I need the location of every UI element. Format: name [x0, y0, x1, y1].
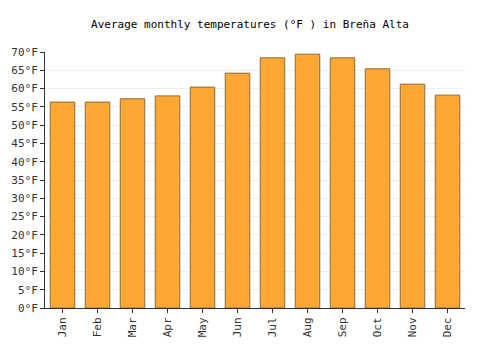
svg-text:Jul: Jul [266, 317, 279, 337]
svg-text:0°F: 0°F [18, 302, 38, 315]
svg-text:50°F: 50°F [11, 119, 38, 132]
svg-text:70°F: 70°F [11, 46, 38, 59]
svg-text:35°F: 35°F [11, 174, 38, 187]
svg-text:May: May [196, 317, 209, 337]
svg-text:25°F: 25°F [11, 210, 38, 223]
svg-text:Nov: Nov [406, 317, 419, 337]
svg-text:Mar: Mar [126, 317, 139, 337]
svg-text:Average monthly temperatures (: Average monthly temperatures (°F ) in Br… [91, 18, 409, 31]
svg-text:5°F: 5°F [18, 284, 38, 297]
svg-text:Feb: Feb [91, 317, 104, 337]
svg-text:55°F: 55°F [11, 101, 38, 114]
svg-text:Jun: Jun [231, 317, 244, 337]
svg-text:60°F: 60°F [11, 82, 38, 95]
svg-text:65°F: 65°F [11, 64, 38, 77]
svg-text:Aug: Aug [301, 317, 314, 337]
svg-text:45°F: 45°F [11, 137, 38, 150]
svg-text:30°F: 30°F [11, 192, 38, 205]
svg-text:10°F: 10°F [11, 265, 38, 278]
svg-text:Apr: Apr [161, 317, 174, 337]
svg-text:Oct: Oct [371, 317, 384, 337]
svg-text:15°F: 15°F [11, 247, 38, 260]
svg-text:Sep: Sep [336, 317, 349, 337]
svg-text:Dec: Dec [441, 317, 454, 337]
svg-text:40°F: 40°F [11, 156, 38, 169]
svg-text:Jan: Jan [56, 317, 69, 337]
svg-text:20°F: 20°F [11, 229, 38, 242]
